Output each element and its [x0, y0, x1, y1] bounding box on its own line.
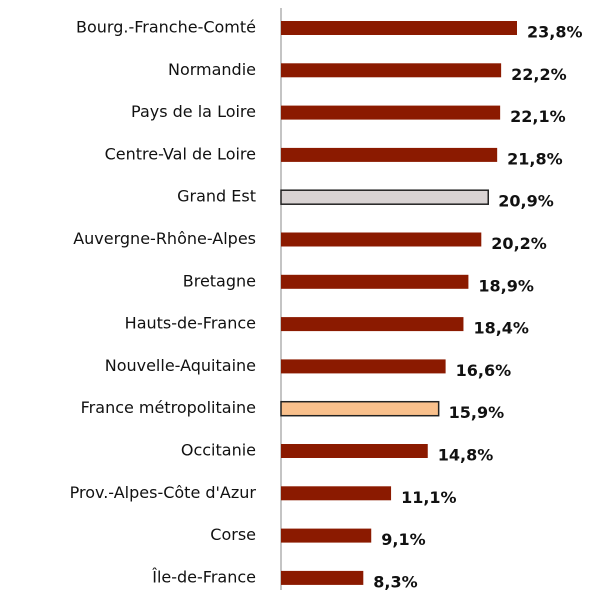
category-label: Corse	[210, 525, 256, 544]
value-label: 18,9%	[478, 276, 534, 295]
value-label: 22,2%	[511, 65, 567, 84]
category-label: France métropolitaine	[81, 398, 256, 417]
bar	[281, 63, 502, 78]
bar	[281, 21, 517, 35]
bar	[281, 232, 482, 247]
bar	[281, 105, 501, 120]
category-label: Île-de-France	[151, 567, 256, 586]
bar	[280, 189, 489, 205]
category-label: Bourg.-Franche-Comté	[76, 18, 256, 37]
category-label: Grand Est	[177, 187, 256, 206]
value-label: 23,8%	[527, 23, 583, 42]
value-label: 9,1%	[381, 530, 425, 549]
category-label: Pays de la Loire	[131, 102, 256, 121]
value-label: 18,4%	[473, 319, 529, 338]
category-label: Centre-Val de Loire	[105, 144, 256, 163]
category-label: Normandie	[168, 60, 256, 79]
value-label: 14,8%	[438, 446, 494, 465]
bar	[281, 528, 372, 543]
bar	[281, 147, 498, 162]
category-label: Bretagne	[183, 271, 256, 290]
bar	[280, 400, 440, 417]
bar	[281, 317, 464, 332]
category-label: Occitanie	[181, 441, 256, 460]
category-label: Auvergne-Rhône-Alpes	[73, 229, 256, 248]
value-label: 22,1%	[510, 107, 566, 126]
value-label: 8,3%	[373, 572, 417, 590]
value-label: 15,9%	[449, 403, 505, 422]
bar	[281, 486, 392, 501]
bar	[281, 274, 469, 289]
category-label: Nouvelle-Aquitaine	[105, 356, 256, 375]
value-label: 20,9%	[498, 192, 554, 211]
value-label: 11,1%	[401, 488, 457, 507]
category-label: Hauts-de-France	[125, 314, 256, 333]
bar	[281, 444, 428, 458]
value-label: 20,2%	[491, 234, 547, 253]
value-label: 21,8%	[507, 149, 563, 168]
category-label: Prov.-Alpes-Côte d'Azur	[70, 483, 257, 502]
bar	[281, 359, 446, 374]
bar	[281, 570, 364, 585]
value-label: 16,6%	[456, 361, 512, 380]
